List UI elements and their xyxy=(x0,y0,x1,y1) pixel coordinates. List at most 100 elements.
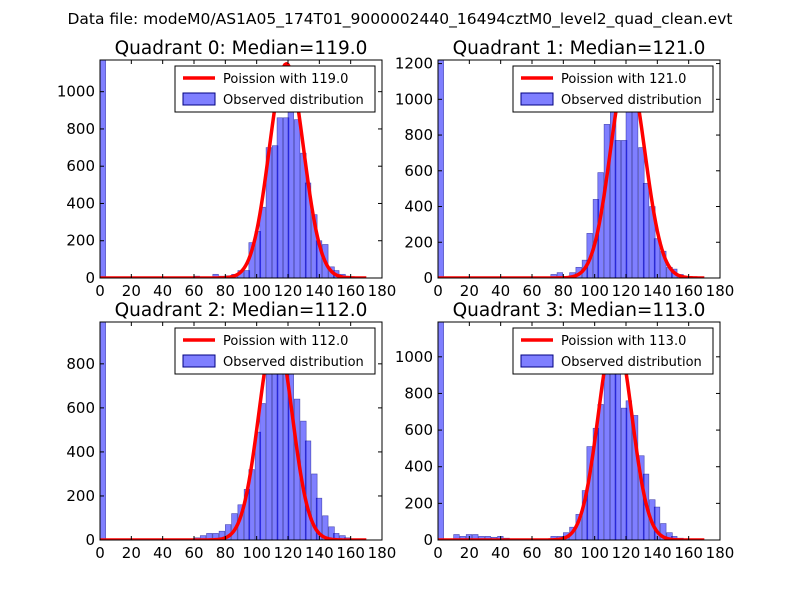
histogram-bar xyxy=(100,322,106,540)
y-tick-label: 200 xyxy=(66,487,95,505)
y-tick-label: 0 xyxy=(423,531,433,549)
y-tick-label: 200 xyxy=(66,232,95,250)
subplot-quadrant-1: 0 20 40 60 80 100 120 140 160 180 0 200 400 600 800 100… xyxy=(395,38,735,300)
histogram-bar xyxy=(438,60,444,278)
x-tick-label: 180 xyxy=(368,544,397,562)
legend-label-poisson: Poission with 112.0 xyxy=(223,334,348,349)
y-tick-label: 0 xyxy=(85,531,95,549)
y-tick-label: 0 xyxy=(423,269,433,287)
x-tick-label: 120 xyxy=(274,544,303,562)
y-tick-label: 1200 xyxy=(395,55,433,73)
y-tick-label: 0 xyxy=(85,269,95,287)
subplot-title: Quadrant 1: Median=121.0 xyxy=(453,38,706,59)
x-tick-label: 180 xyxy=(706,544,735,562)
x-tick-label: 60 xyxy=(184,544,203,562)
histogram-bar xyxy=(293,119,301,278)
x-tick-label: 60 xyxy=(522,282,541,300)
legend-bar-swatch xyxy=(520,92,554,106)
poisson-curve xyxy=(438,67,705,278)
histogram-bar xyxy=(453,534,460,540)
x-tick-label: 140 xyxy=(643,282,672,300)
x-tick-label: 0 xyxy=(433,282,443,300)
subplot-quadrant-2: 0 20 40 60 80 100 120 140 160 180 0 200 400 600 800 Qua… xyxy=(66,300,396,562)
y-tick-label: 1000 xyxy=(395,348,433,366)
y-tick-label: 600 xyxy=(66,399,95,417)
x-tick-label: 140 xyxy=(305,282,334,300)
y-tick-label: 800 xyxy=(404,384,433,402)
y-tick-label: 400 xyxy=(66,194,95,212)
legend-bar-swatch xyxy=(520,354,554,368)
subplot-quadrant-3: 0 20 40 60 80 100 120 140 160 180 0 200 400 600 800 100… xyxy=(395,300,735,562)
legend-label-observed: Observed distribution xyxy=(561,93,702,108)
axes-frame xyxy=(99,59,383,279)
y-tick-label: 600 xyxy=(66,157,95,175)
y-tick-label: 400 xyxy=(66,443,95,461)
x-tick-label: 100 xyxy=(242,544,271,562)
histogram-bar xyxy=(265,372,273,540)
y-tick-label: 400 xyxy=(404,458,433,476)
y-tick-label: 800 xyxy=(66,355,95,373)
histogram-bar xyxy=(304,440,312,540)
suptitle: Data file: modeM0/AS1A05_174T01_90000024… xyxy=(67,10,732,29)
legend-label-observed: Observed distribution xyxy=(561,355,702,370)
x-tick-label: 100 xyxy=(580,282,609,300)
subplot-title: Quadrant 2: Median=112.0 xyxy=(115,300,368,321)
histogram-bar xyxy=(625,400,632,540)
poisson-curve xyxy=(100,61,367,278)
histogram-bar xyxy=(100,60,106,278)
histogram-bar xyxy=(276,117,283,278)
x-tick-label: 80 xyxy=(554,544,573,562)
legend-label-poisson: Poission with 119.0 xyxy=(223,72,348,87)
y-tick-label: 600 xyxy=(404,162,433,180)
x-tick-label: 60 xyxy=(184,282,203,300)
histogram-bar xyxy=(614,345,621,540)
subplot-title: Quadrant 3: Median=113.0 xyxy=(453,300,706,321)
legend-label-poisson: Poission with 121.0 xyxy=(561,72,686,87)
x-tick-label: 100 xyxy=(242,282,271,300)
x-tick-label: 180 xyxy=(368,282,397,300)
x-tick-label: 160 xyxy=(336,544,365,562)
y-tick-label: 200 xyxy=(404,494,433,512)
y-tick-label: 600 xyxy=(404,421,433,439)
histogram-bar xyxy=(276,345,283,540)
x-tick-label: 120 xyxy=(612,282,641,300)
x-tick-label: 180 xyxy=(706,282,735,300)
x-tick-label: 120 xyxy=(612,544,641,562)
histogram-bar xyxy=(614,140,621,278)
x-tick-label: 160 xyxy=(674,282,703,300)
y-tick-label: 1000 xyxy=(395,90,433,108)
axes-frame xyxy=(437,321,721,541)
x-tick-label: 40 xyxy=(491,282,510,300)
histogram-bar xyxy=(472,534,479,540)
x-tick-label: 20 xyxy=(122,282,141,300)
histogram-bar xyxy=(642,182,650,278)
histogram-bar xyxy=(315,497,323,540)
histogram-bar xyxy=(438,322,444,540)
legend-bar-swatch xyxy=(182,354,216,368)
legend-label-observed: Observed distribution xyxy=(223,93,364,108)
axes-frame xyxy=(99,321,383,541)
x-tick-label: 0 xyxy=(95,282,105,300)
subplot-title: Quadrant 0: Median=119.0 xyxy=(115,38,368,59)
x-tick-label: 80 xyxy=(216,544,235,562)
x-tick-label: 40 xyxy=(153,282,172,300)
y-tick-label: 1000 xyxy=(57,83,95,101)
x-tick-label: 20 xyxy=(460,282,479,300)
x-tick-label: 0 xyxy=(433,544,443,562)
x-tick-label: 40 xyxy=(491,544,510,562)
x-tick-label: 40 xyxy=(153,544,172,562)
y-tick-label: 400 xyxy=(404,198,433,216)
y-tick-label: 200 xyxy=(404,233,433,251)
x-tick-label: 20 xyxy=(122,544,141,562)
x-tick-label: 80 xyxy=(554,282,573,300)
x-tick-label: 100 xyxy=(580,544,609,562)
y-tick-label: 800 xyxy=(66,120,95,138)
x-tick-label: 60 xyxy=(522,544,541,562)
x-tick-label: 160 xyxy=(336,282,365,300)
legend-label-observed: Observed distribution xyxy=(223,355,364,370)
legend-label-poisson: Poission with 113.0 xyxy=(561,334,686,349)
histogram-bar xyxy=(631,100,639,278)
x-tick-label: 140 xyxy=(305,544,334,562)
x-tick-label: 80 xyxy=(216,282,235,300)
